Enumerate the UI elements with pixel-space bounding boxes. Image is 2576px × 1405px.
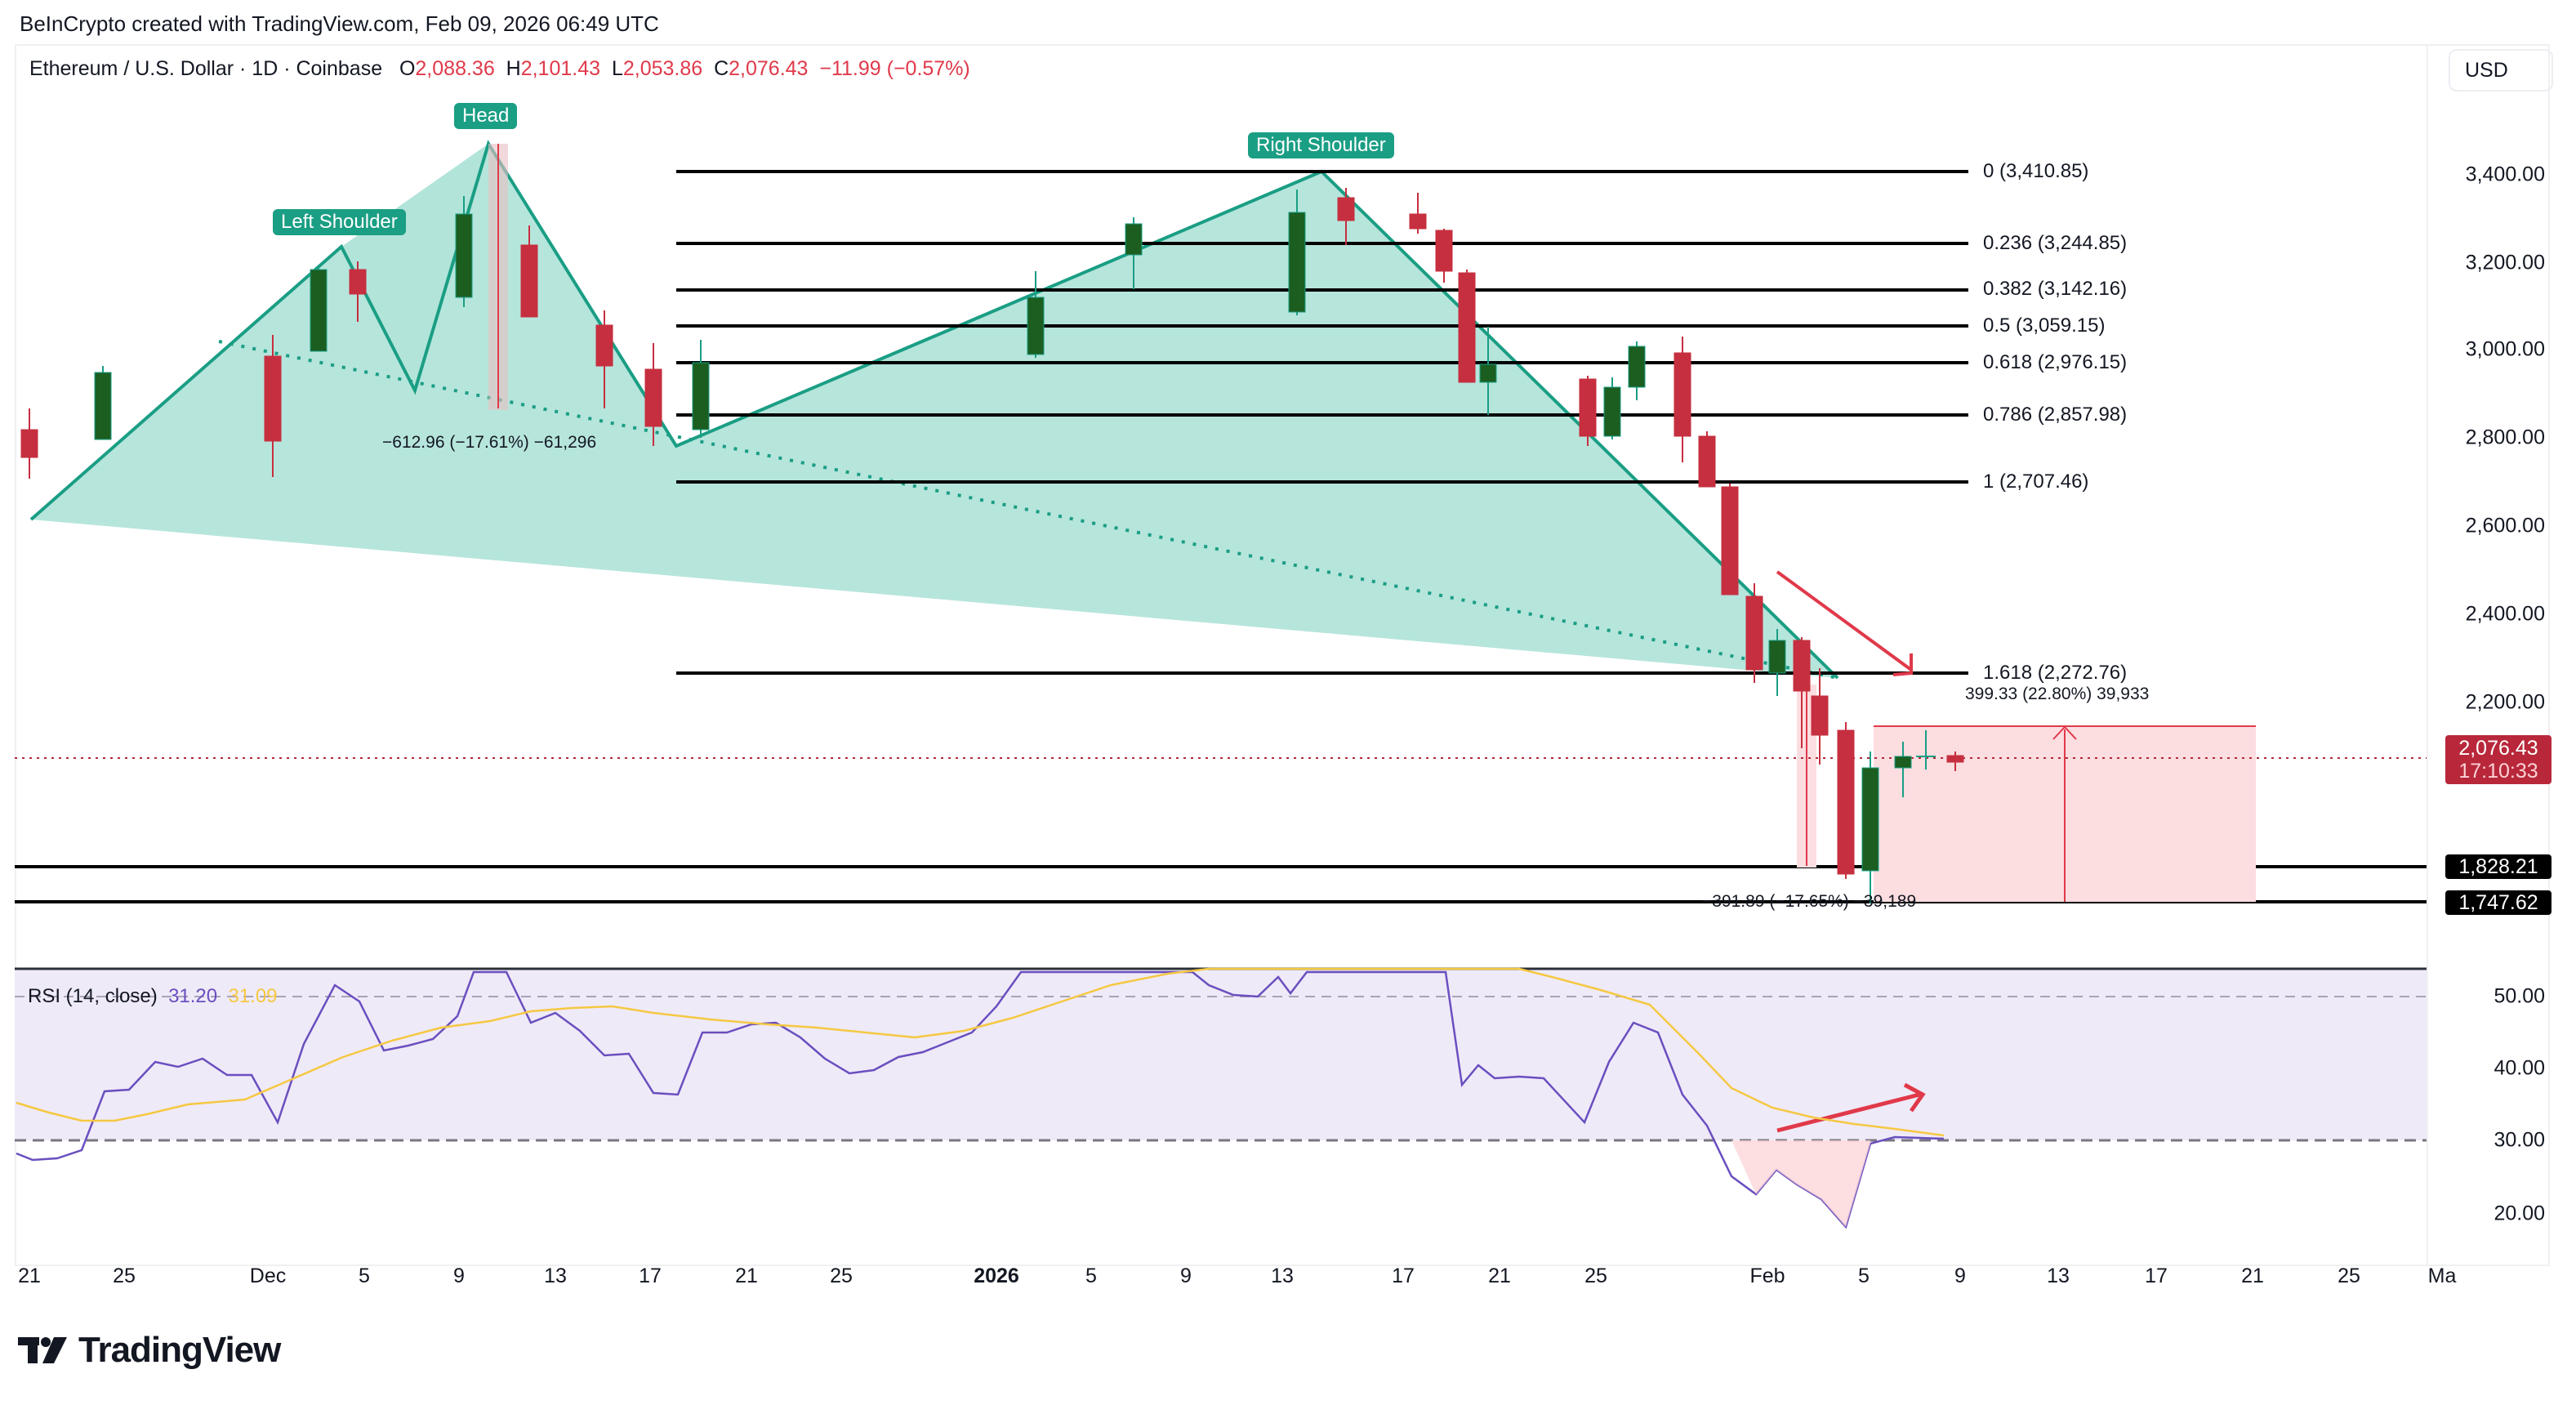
down-arrow bbox=[1776, 570, 1913, 671]
time-tick: 21 bbox=[2241, 1264, 2264, 1287]
rsi-title: RSI (14, close) bbox=[28, 985, 158, 1007]
time-tick: 25 bbox=[1584, 1264, 1607, 1287]
fib-label-05: 0.5 (3,059.15) bbox=[1983, 314, 2106, 337]
time-tick: 5 bbox=[1085, 1264, 1097, 1287]
time-tick: 17 bbox=[639, 1264, 662, 1287]
time-tick-year: 2026 bbox=[974, 1264, 1019, 1287]
rsi-ma-value: 31.09 bbox=[228, 985, 278, 1007]
rsi-tick: 40.00 bbox=[2494, 1056, 2545, 1080]
rsi-tick: 20.00 bbox=[2494, 1202, 2545, 1225]
low-label: L bbox=[611, 57, 623, 80]
time-tick: 9 bbox=[1954, 1264, 1966, 1287]
symbol-info: Ethereum / U.S. Dollar · 1D · Coinbase O… bbox=[29, 57, 970, 81]
fib-label-1: 1 (2,707.46) bbox=[1983, 471, 2089, 493]
rsi-line bbox=[16, 970, 1945, 1229]
price-tick: 2,800.00 bbox=[2465, 426, 2545, 449]
time-tick: 5 bbox=[1858, 1264, 1870, 1287]
fib-lines[interactable] bbox=[676, 170, 1968, 675]
time-tick: 9 bbox=[453, 1264, 465, 1287]
price-tick: 2,600.00 bbox=[2465, 514, 2545, 537]
rsi-legend[interactable]: RSI (14, close) 31.20 31.09 bbox=[28, 985, 278, 1008]
open-label: O bbox=[399, 57, 416, 80]
level-tag-1828: 1,828.21 bbox=[2445, 854, 2551, 879]
price-tick: 2,400.00 bbox=[2465, 602, 2545, 626]
label-head[interactable]: Head bbox=[454, 103, 518, 129]
label-right-shoulder[interactable]: Right Shoulder bbox=[1248, 132, 1394, 158]
fib-label-0236: 0.236 (3,244.85) bbox=[1983, 232, 2128, 254]
label-left-shoulder[interactable]: Left Shoulder bbox=[273, 209, 406, 235]
last-price-value: 2,076.43 bbox=[2458, 737, 2538, 760]
rsi-ma-line bbox=[16, 967, 1945, 1137]
time-tick: 13 bbox=[2047, 1264, 2070, 1287]
candles[interactable] bbox=[20, 188, 1964, 903]
time-tick: 25 bbox=[2338, 1264, 2360, 1287]
symbol-name: Ethereum / U.S. Dollar · 1D · Coinbase bbox=[29, 57, 383, 80]
high-label: H bbox=[506, 57, 521, 80]
change-value: −11.99 (−0.57%) bbox=[819, 57, 970, 80]
low-value: 2,053.86 bbox=[622, 57, 703, 80]
tradingview-logo[interactable]: TradingView bbox=[18, 1330, 281, 1371]
time-tick: 17 bbox=[1392, 1264, 1415, 1287]
tradingview-logo-icon bbox=[18, 1337, 67, 1363]
time-tick: 21 bbox=[735, 1264, 758, 1287]
fib-label-0786: 0.786 (2,857.98) bbox=[1983, 404, 2128, 426]
measure-head-drop: −612.96 (−17.61%) −61,296 bbox=[382, 433, 597, 452]
time-tick: Ma bbox=[2427, 1264, 2457, 1287]
measure-target-up: 399.33 (22.80%) 39,933 bbox=[1965, 685, 2150, 703]
currency-button[interactable]: USD bbox=[2449, 49, 2553, 91]
price-tick: 3,000.00 bbox=[2465, 337, 2545, 361]
time-tick: Dec bbox=[249, 1264, 287, 1287]
high-value: 2,101.43 bbox=[520, 57, 601, 80]
time-tick: 25 bbox=[113, 1264, 136, 1287]
close-label: C bbox=[714, 57, 729, 80]
price-tick: 3,400.00 bbox=[2465, 163, 2545, 186]
rsi-tick: 30.00 bbox=[2494, 1128, 2545, 1152]
bar-countdown: 17:10:33 bbox=[2458, 760, 2538, 783]
last-price-tag: 2,076.43 17:10:33 bbox=[2445, 735, 2551, 784]
rsi-up-arrow bbox=[1776, 1092, 1920, 1133]
close-value: 2,076.43 bbox=[729, 57, 809, 80]
rsi-value: 31.20 bbox=[168, 985, 218, 1007]
time-tick: 13 bbox=[1271, 1264, 1294, 1287]
time-tick: 21 bbox=[1488, 1264, 1511, 1287]
price-tick: 2,200.00 bbox=[2465, 690, 2545, 714]
time-tick: 25 bbox=[830, 1264, 853, 1287]
fib-label-0: 0 (3,410.85) bbox=[1983, 160, 2089, 182]
chart-credit: BeInCrypto created with TradingView.com,… bbox=[20, 11, 659, 36]
time-tick: 21 bbox=[18, 1264, 41, 1287]
chart-frame bbox=[15, 44, 2550, 1266]
rsi-band bbox=[15, 970, 2427, 1140]
price-tick: 3,200.00 bbox=[2465, 251, 2545, 274]
open-value: 2,088.36 bbox=[415, 57, 495, 80]
tradingview-logo-text: TradingView bbox=[78, 1330, 281, 1370]
fib-label-1618: 1.618 (2,272.76) bbox=[1983, 662, 2128, 684]
time-tick: 17 bbox=[2145, 1264, 2168, 1287]
time-tick: Feb bbox=[1749, 1264, 1785, 1287]
time-tick: 5 bbox=[359, 1264, 370, 1287]
time-tick: 9 bbox=[1180, 1264, 1192, 1287]
fib-label-0618: 0.618 (2,976.15) bbox=[1983, 351, 2128, 373]
rsi-tick: 50.00 bbox=[2494, 984, 2545, 1008]
time-tick: 13 bbox=[544, 1264, 567, 1287]
level-tag-1747: 1,747.62 bbox=[2445, 890, 2551, 915]
fib-label-0382: 0.382 (3,142.16) bbox=[1983, 278, 2128, 300]
measure-recent-drop: −391.89 (−17.65%) −39,189 bbox=[1702, 892, 1917, 911]
